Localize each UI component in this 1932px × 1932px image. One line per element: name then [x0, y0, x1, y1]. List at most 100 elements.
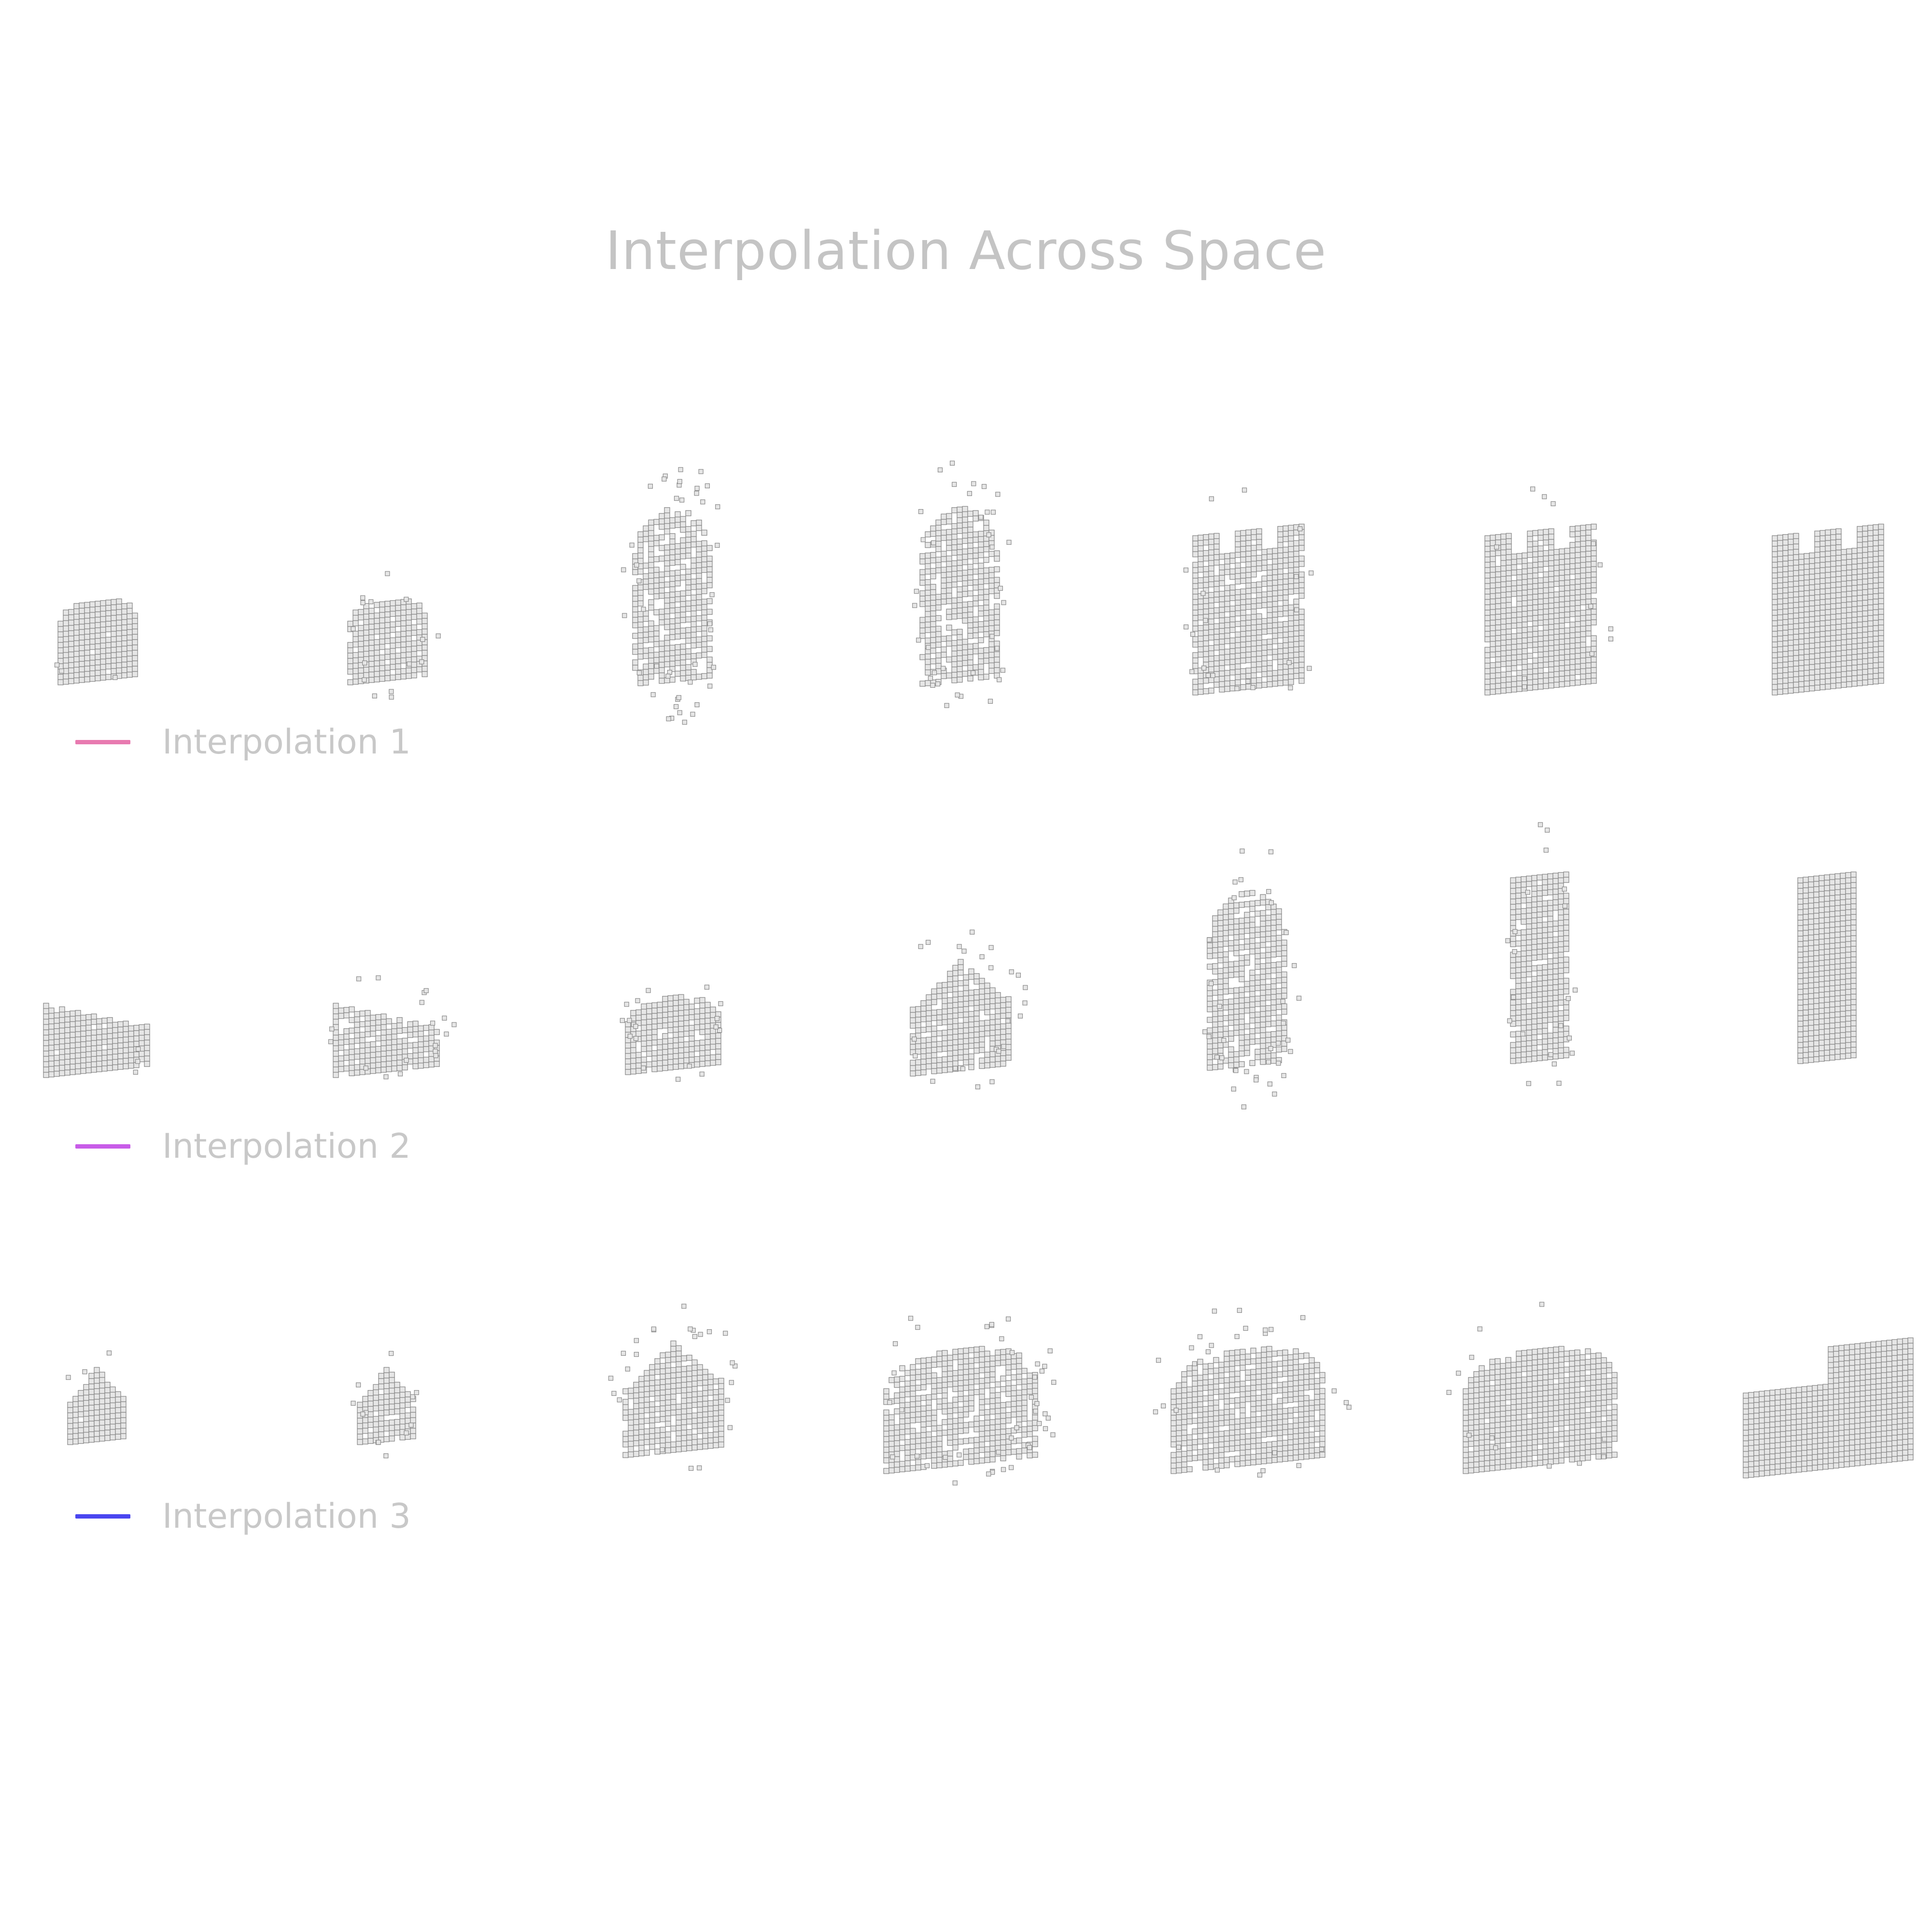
voxel: [1283, 668, 1289, 675]
voxel: [1511, 681, 1517, 687]
voxel: [1851, 654, 1858, 660]
voxel: [653, 668, 660, 674]
voxel: [1564, 590, 1570, 597]
voxel: [347, 642, 353, 648]
voxel: [1797, 882, 1804, 889]
voxel: [1255, 985, 1261, 991]
voxel: [1224, 558, 1230, 565]
voxel: [1867, 572, 1874, 579]
voxel: [1830, 566, 1836, 572]
voxel: [1506, 671, 1512, 677]
voxel: [641, 1024, 647, 1031]
voxel: [396, 1065, 403, 1071]
voxel: [1558, 920, 1564, 926]
voxel: [1261, 559, 1268, 566]
voxel: [1804, 580, 1810, 586]
voxel: [1244, 922, 1250, 929]
voxel: [1850, 1036, 1857, 1042]
voxel: [1203, 608, 1209, 615]
voxel: [957, 559, 963, 566]
voxel: [1797, 967, 1804, 974]
voxel: [1521, 961, 1527, 967]
voxel: [411, 645, 417, 652]
voxel: [1543, 540, 1549, 546]
voxel: [1857, 632, 1863, 639]
voxel: [962, 527, 968, 534]
voxel: [1846, 580, 1852, 586]
voxel: [1224, 590, 1230, 597]
stray-voxel: [1190, 631, 1196, 637]
stray-voxel: [920, 537, 926, 542]
voxel: [48, 1061, 55, 1067]
voxel: [1213, 543, 1220, 550]
voxel: [1223, 1041, 1229, 1048]
stray-voxel: [678, 467, 683, 472]
voxel: [1277, 547, 1283, 554]
voxel: [653, 593, 660, 599]
voxel: [659, 667, 665, 673]
stray-voxel: [383, 1074, 389, 1080]
voxel: [1522, 579, 1528, 585]
voxel: [1809, 579, 1815, 585]
voxel: [1500, 624, 1507, 630]
voxel: [1265, 936, 1271, 942]
voxel: [632, 596, 638, 602]
voxel: [1580, 567, 1586, 574]
stray-voxel: [1266, 889, 1271, 895]
voxel: [1814, 583, 1820, 590]
voxel: [1298, 614, 1305, 620]
voxel: [368, 613, 375, 619]
voxel: [957, 565, 963, 571]
voxel: [657, 1018, 663, 1024]
voxel: [1288, 641, 1294, 648]
voxel: [1834, 1043, 1841, 1050]
voxel: [70, 1021, 76, 1027]
voxel: [1841, 612, 1847, 619]
voxel: [1251, 534, 1257, 540]
voxel: [1256, 533, 1262, 540]
voxel: [1207, 1059, 1213, 1065]
voxel: [1867, 679, 1874, 685]
voxel: [951, 613, 958, 620]
voxel: [1298, 561, 1305, 567]
voxel: [942, 1056, 948, 1063]
voxel: [1857, 611, 1863, 617]
voxel: [116, 620, 122, 626]
voxel: [1857, 664, 1863, 670]
voxel: [1575, 668, 1581, 675]
voxel: [100, 621, 106, 628]
voxel: [637, 622, 644, 628]
voxel: [1239, 1013, 1245, 1020]
voxel: [144, 1029, 150, 1035]
voxel-model-2-1: [43, 1003, 150, 1078]
voxel: [978, 648, 984, 654]
voxel: [1552, 1000, 1559, 1007]
voxel: [1235, 605, 1241, 611]
voxel: [915, 1070, 921, 1076]
voxel: [1850, 962, 1857, 968]
voxel: [1515, 877, 1522, 883]
voxel: [1819, 546, 1826, 552]
voxel: [1788, 581, 1794, 588]
voxel: [1484, 540, 1491, 547]
voxel: [685, 653, 691, 660]
voxel: [1192, 615, 1199, 621]
voxel: [1585, 524, 1592, 530]
voxel: [353, 652, 359, 658]
voxel: [112, 1048, 118, 1055]
voxel: [349, 1043, 355, 1050]
voxel: [101, 1055, 108, 1061]
voxel: [1490, 577, 1496, 583]
voxel: [1192, 689, 1199, 696]
voxel: [1249, 985, 1255, 992]
voxel: [946, 598, 952, 604]
voxel: [930, 552, 936, 558]
voxel: [973, 1021, 980, 1027]
voxel: [333, 1072, 339, 1078]
voxel: [675, 644, 681, 651]
voxel: [1569, 547, 1576, 554]
voxel: [1585, 588, 1592, 594]
voxel: [630, 1063, 636, 1069]
voxel: [121, 613, 127, 620]
voxel: [422, 671, 428, 677]
